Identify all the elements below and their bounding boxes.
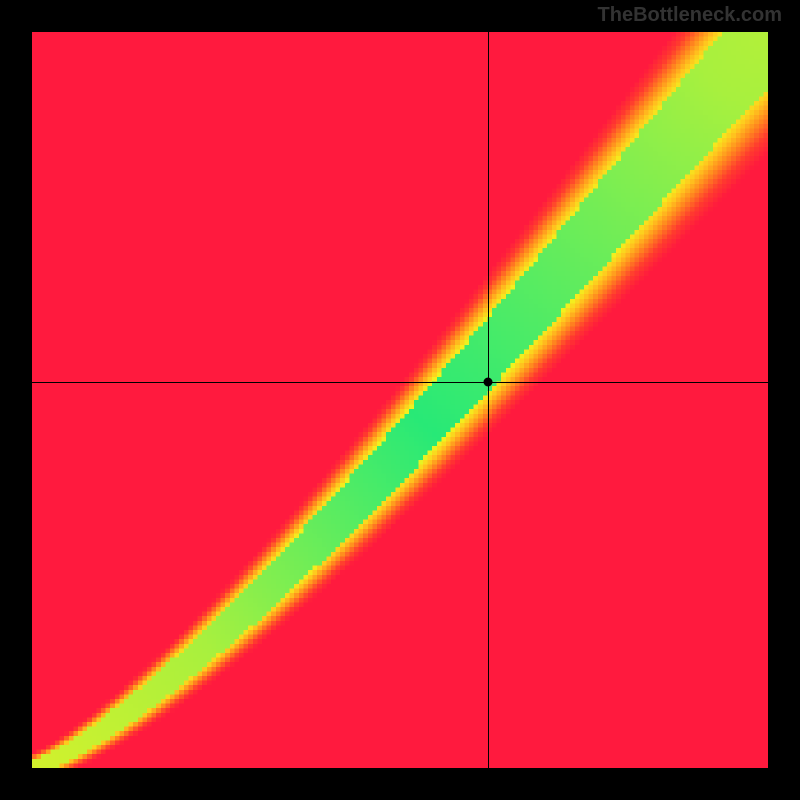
crosshair-vertical-line — [488, 32, 489, 768]
crosshair-marker-dot — [484, 377, 493, 386]
heatmap-canvas — [32, 32, 768, 768]
heatmap-plot-area — [32, 32, 768, 768]
crosshair-horizontal-line — [32, 382, 768, 383]
watermark-text: TheBottleneck.com — [598, 4, 782, 27]
